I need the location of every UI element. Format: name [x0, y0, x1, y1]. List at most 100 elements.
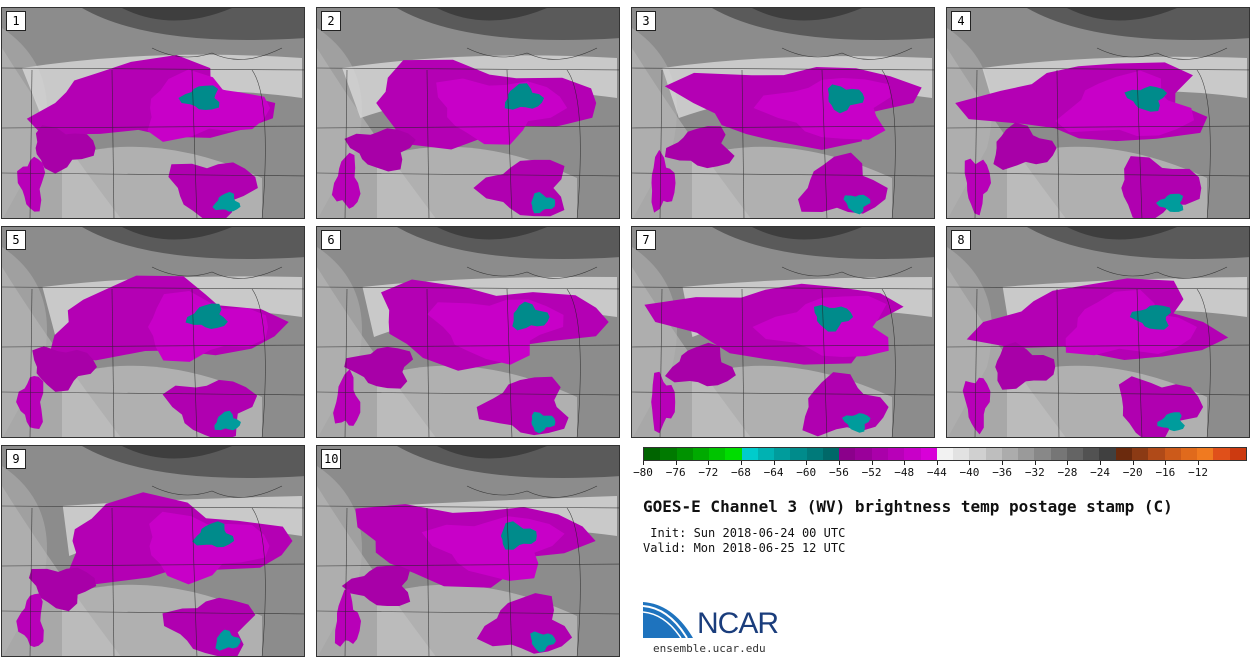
tick-label: −44: [926, 466, 947, 479]
panel-number: 9: [6, 449, 26, 469]
colorbar-swatch: [790, 448, 807, 460]
map-panel: 9: [1, 445, 305, 657]
water-vapor-map: [632, 8, 934, 218]
colorbar-swatch: [1099, 448, 1116, 460]
colorbar-swatch: [1180, 448, 1198, 460]
colorbar-swatch: [1034, 448, 1051, 460]
tick-mark: [904, 461, 906, 465]
tick-label: −36: [992, 466, 1013, 479]
colorbar-swatch: [920, 448, 937, 460]
map-panel: 10: [316, 445, 620, 657]
tick-label: −80: [633, 466, 653, 479]
colorbar-swatch: [1197, 448, 1214, 460]
panel-number: 2: [321, 11, 341, 31]
water-vapor-map: [947, 227, 1249, 437]
colorbar-swatch: [985, 448, 1002, 460]
colorbar-swatch: [709, 448, 726, 460]
tick-mark: [871, 461, 873, 465]
colorbar-swatch: [839, 448, 856, 460]
water-vapor-map: [947, 8, 1249, 218]
colorbar-swatch: [806, 448, 823, 460]
map-panel: 7: [631, 226, 935, 438]
tick-label: −68: [731, 466, 751, 479]
colorbar-swatch: [953, 448, 970, 460]
colorbar-swatch: [969, 448, 986, 460]
tick-mark: [1067, 461, 1069, 465]
colorbar-swatch: [1066, 448, 1084, 460]
colorbar-swatch: [1229, 448, 1246, 460]
tick-label: −72: [698, 466, 719, 479]
panel-number: 8: [951, 230, 971, 250]
tick-mark: [969, 461, 971, 465]
colorbar-swatch: [1115, 448, 1132, 460]
panel-number: 3: [636, 11, 656, 31]
tick-mark: [708, 461, 710, 465]
map-panel: 2: [316, 7, 620, 219]
tick-mark: [675, 461, 677, 465]
tick-mark: [1165, 461, 1167, 465]
colorbar-swatch: [855, 448, 872, 460]
panel-number: 4: [951, 11, 971, 31]
tick-label: −16: [1155, 466, 1176, 479]
tick-label: −48: [894, 466, 915, 479]
tick-label: −60: [796, 466, 817, 479]
colorbar-swatch: [887, 448, 905, 460]
water-vapor-map: [317, 8, 619, 218]
tick-label: −52: [861, 466, 882, 479]
map-panel: 8: [946, 226, 1250, 438]
tick-label: −28: [1057, 466, 1078, 479]
colorbar-swatch: [757, 448, 775, 460]
water-vapor-map: [2, 446, 304, 656]
map-panel: 5: [1, 226, 305, 438]
tick-mark: [1198, 461, 1200, 465]
init-time: Init: Sun 2018-06-24 00 UTC: [643, 526, 846, 540]
tick-mark: [838, 461, 840, 465]
tick-mark: [1034, 461, 1036, 465]
water-vapor-map: [317, 446, 619, 656]
tick-label: −24: [1090, 466, 1111, 479]
colorbar-swatch: [1131, 448, 1149, 460]
tick-mark: [806, 461, 808, 465]
colorbar-swatch: [1213, 448, 1230, 460]
tick-mark: [740, 461, 742, 465]
ncar-logo-icon: [643, 602, 693, 639]
tick-label: −64: [763, 466, 784, 479]
tick-label: −76: [665, 466, 686, 479]
colorbar-swatch: [871, 448, 888, 460]
tick-label: −12: [1188, 466, 1208, 479]
valid-time: Valid: Mon 2018-06-25 12 UTC: [643, 541, 846, 555]
water-vapor-map: [317, 227, 619, 437]
colorbar-swatch: [1018, 448, 1035, 460]
tick-mark: [936, 461, 938, 465]
map-panel: 4: [946, 7, 1250, 219]
tick-label: −20: [1122, 466, 1143, 479]
colorbar-swatch: [725, 448, 742, 460]
water-vapor-map: [2, 227, 304, 437]
logo-url: ensemble.ucar.edu: [653, 642, 766, 655]
colorbar-swatch: [936, 448, 954, 460]
tick-mark: [643, 461, 644, 465]
panel-number: 6: [321, 230, 341, 250]
colorbar-swatch: [660, 448, 677, 460]
panel-number: 5: [6, 230, 26, 250]
colorbar-swatch: [692, 448, 710, 460]
panel-number: 10: [321, 449, 342, 469]
map-panel: 3: [631, 7, 935, 219]
colorbar: [643, 447, 1247, 461]
colorbar-swatch: [1148, 448, 1165, 460]
tick-label: −40: [959, 466, 980, 479]
map-panel: 1: [1, 7, 305, 219]
colorbar-ticks: −80 −76 −72 −68 −64 −60 −56 −52 −48 −44 −40 −36 −32−…: [633, 461, 1247, 483]
colorbar-swatch: [774, 448, 791, 460]
tick-mark: [1002, 461, 1004, 465]
colorbar-swatch: [1083, 448, 1100, 460]
logo-text: NCAR: [697, 607, 779, 640]
water-vapor-map: [632, 227, 934, 437]
colorbar-swatch: [1164, 448, 1181, 460]
tick-label: −32: [1024, 466, 1045, 479]
tick-label: −56: [828, 466, 849, 479]
colorbar-swatch: [1050, 448, 1067, 460]
colorbar-swatch: [904, 448, 921, 460]
panel-number: 1: [6, 11, 26, 31]
colorbar-swatch: [822, 448, 840, 460]
